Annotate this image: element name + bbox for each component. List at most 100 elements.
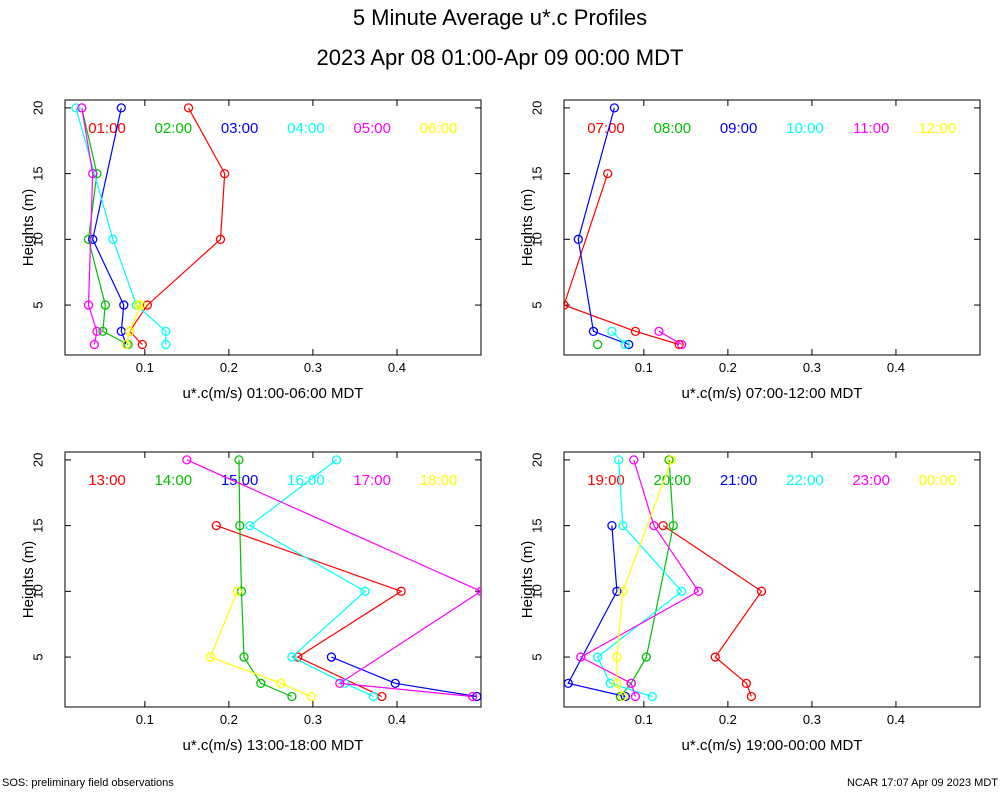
data-point xyxy=(573,234,583,244)
y-tick-label: 10 xyxy=(530,584,545,598)
data-point xyxy=(666,455,677,465)
legend-entry-0300: 03:00 xyxy=(221,120,259,137)
data-point xyxy=(612,652,622,662)
data-point xyxy=(142,300,153,310)
series-1000 xyxy=(607,326,630,350)
series-1500 xyxy=(326,652,481,702)
data-point xyxy=(626,678,636,688)
x-tick-label: 0.2 xyxy=(719,712,737,727)
x-tick-label: 0.1 xyxy=(635,360,653,375)
x-tick-label: 0.4 xyxy=(388,712,406,727)
series-1800 xyxy=(205,586,316,702)
series-line xyxy=(579,459,700,697)
y-tick-label: 15 xyxy=(31,166,46,180)
legend-entry-0100: 01:00 xyxy=(88,120,126,137)
data-point xyxy=(182,455,192,465)
series-line xyxy=(662,525,763,697)
y-axis-label: Heights (m) xyxy=(519,189,536,267)
series-line xyxy=(238,459,293,698)
data-point xyxy=(658,520,668,531)
data-point xyxy=(630,326,641,336)
data-point xyxy=(476,586,481,596)
series-1700 xyxy=(182,455,481,702)
series-0700 xyxy=(564,168,684,350)
data-point xyxy=(293,652,303,662)
data-point xyxy=(183,103,194,113)
data-point xyxy=(232,586,242,596)
series-line xyxy=(125,304,142,345)
data-point xyxy=(613,455,624,465)
legend-entry-1900: 19:00 xyxy=(587,472,625,489)
series-line xyxy=(186,459,481,698)
data-point xyxy=(668,520,678,531)
data-point xyxy=(161,339,171,350)
y-tick-label: 20 xyxy=(31,101,46,115)
series-0500 xyxy=(77,103,102,350)
legend-entry-1300: 13:00 xyxy=(88,472,126,489)
series-line xyxy=(616,459,673,697)
data-point xyxy=(630,691,641,702)
legend-entry-1000: 10:00 xyxy=(786,120,824,137)
data-point xyxy=(607,520,617,531)
x-axis-label: u*.c(m/s) 19:00-00:00 MDT xyxy=(682,737,863,754)
legend-entry-0800: 08:00 xyxy=(654,120,692,137)
series-line xyxy=(209,591,312,698)
data-point xyxy=(88,168,98,179)
plot-panel-3: 0.1 0.2 0.3 0.4 5 10 15 20 u*.c(m/s) 13:00-18:00… xyxy=(20,451,482,754)
data-point xyxy=(396,586,406,596)
plot-frame xyxy=(64,451,482,708)
data-point xyxy=(89,339,100,350)
series-0600 xyxy=(121,300,146,350)
y-tick-label: 15 xyxy=(530,518,545,532)
data-point xyxy=(331,455,342,465)
x-tick-label: 0.1 xyxy=(136,360,154,375)
data-point xyxy=(125,326,135,336)
data-point xyxy=(677,586,687,596)
data-point xyxy=(605,678,615,688)
y-axis-label: Heights (m) xyxy=(20,541,37,619)
series-0000 xyxy=(612,455,677,702)
series-line xyxy=(564,173,680,346)
series-1400 xyxy=(234,455,297,702)
data-point xyxy=(137,339,147,350)
y-axis-label: Heights (m) xyxy=(519,541,536,619)
data-point xyxy=(83,300,94,310)
data-point xyxy=(629,455,639,465)
x-tick-label: 0.2 xyxy=(719,360,737,375)
legend-entry-0400: 04:00 xyxy=(287,120,325,137)
x-tick-label: 0.2 xyxy=(220,360,238,375)
data-point xyxy=(211,520,221,531)
x-tick-label: 0.3 xyxy=(304,712,322,727)
x-tick-label: 0.4 xyxy=(388,360,406,375)
data-point xyxy=(746,691,757,702)
series-line xyxy=(248,459,374,698)
data-point xyxy=(306,691,316,702)
series-line xyxy=(216,525,403,698)
data-point xyxy=(108,234,118,244)
data-point xyxy=(607,326,617,336)
data-point xyxy=(287,691,297,702)
plot-panel-1: 0.1 0.2 0.3 0.4 5 10 15 20 u*.c(m/s) 01:00-06:00… xyxy=(20,99,482,402)
data-point xyxy=(674,339,684,350)
series-1300 xyxy=(211,520,406,702)
data-point xyxy=(647,691,657,702)
footer-note: SOS: preliminary field observations xyxy=(2,777,174,789)
series-line xyxy=(128,107,226,345)
data-point xyxy=(256,678,266,688)
y-tick-label: 10 xyxy=(31,232,46,246)
data-point xyxy=(161,326,171,336)
data-point xyxy=(135,300,146,310)
x-tick-label: 0.3 xyxy=(304,360,322,375)
data-point xyxy=(205,652,216,662)
data-point xyxy=(220,168,230,179)
data-point xyxy=(377,691,387,702)
data-point xyxy=(641,652,652,662)
y-tick-label: 20 xyxy=(31,453,46,467)
legend-entry-1600: 16:00 xyxy=(287,472,325,489)
y-tick-label: 5 xyxy=(530,301,545,308)
legend-entry-0000: 00:00 xyxy=(919,472,957,489)
data-point xyxy=(603,168,613,179)
x-axis-label: u*.c(m/s) 01:00-06:00 MDT xyxy=(183,385,364,402)
legend-entry-0500: 05:00 xyxy=(353,120,391,137)
plot-panel-2: 0.1 0.2 0.3 0.4 5 10 15 20 u*.c(m/s) 07:00-12:00… xyxy=(519,99,981,402)
